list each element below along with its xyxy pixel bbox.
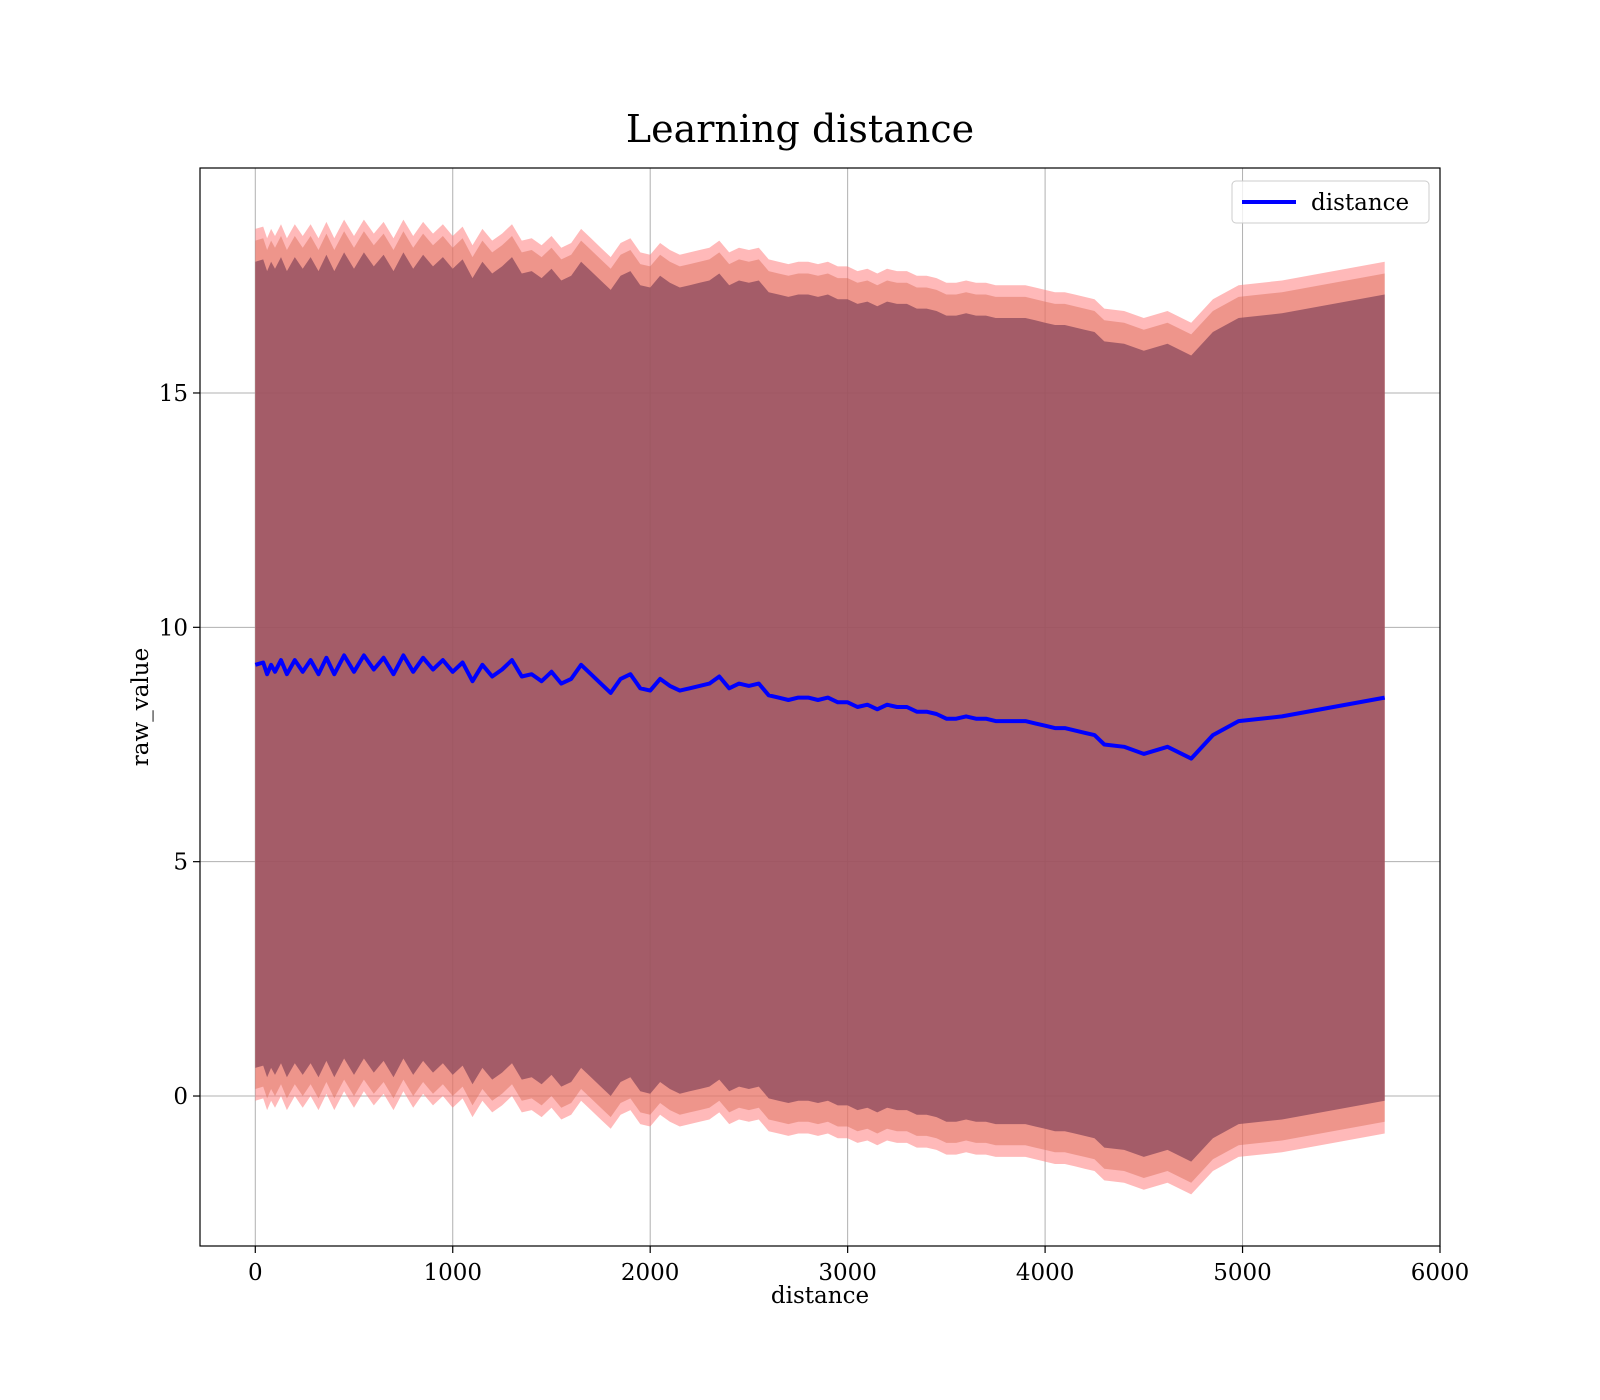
series-line-distance <box>254 653 1386 761</box>
x-tick-label: 3000 <box>818 1260 877 1286</box>
x-tick-label: 2000 <box>621 1260 680 1286</box>
axis-ticks: 0 1000 2000 3000 4000 5000 6000 0 5 10 15 <box>159 381 1470 1286</box>
confidence-bands <box>255 219 1385 1195</box>
x-tick-label: 6000 <box>1411 1260 1470 1286</box>
x-tick-label: 1000 <box>423 1260 482 1286</box>
y-tick-label: 15 <box>159 381 188 407</box>
legend-box <box>1231 180 1430 224</box>
legend: distance <box>1231 180 1430 224</box>
x-tick-label: 0 <box>248 1260 263 1286</box>
legend-label-distance: distance <box>1311 190 1409 216</box>
y-tick-label: 0 <box>173 1084 188 1110</box>
chart-title: Learning distance <box>626 107 974 151</box>
y-tick-label: 10 <box>159 615 188 641</box>
y-axis-label: raw_value <box>128 648 154 766</box>
x-tick-label: 4000 <box>1016 1260 1075 1286</box>
confidence-band <box>255 252 1385 1162</box>
series-lines <box>254 653 1386 761</box>
x-tick-label: 5000 <box>1213 1260 1272 1286</box>
plot-area <box>199 167 1441 1247</box>
y-tick-label: 5 <box>173 850 188 876</box>
x-axis-label: distance <box>771 1283 869 1309</box>
